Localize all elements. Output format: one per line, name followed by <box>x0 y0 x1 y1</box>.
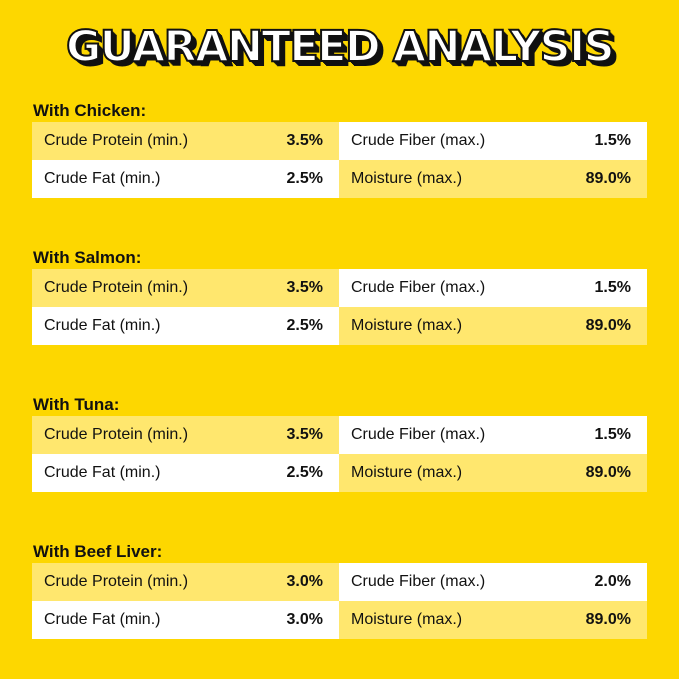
table-cell: Moisture (max.) 89.0% <box>339 160 647 198</box>
table-cell: Moisture (max.) 89.0% <box>339 307 647 345</box>
nutrient-label: Moisture (max.) <box>351 317 463 334</box>
nutrient-label: Crude Fiber (max.) <box>351 279 486 296</box>
analysis-section: With Chicken: Crude Protein (min.) 3.5% … <box>32 100 647 198</box>
nutrient-value: 3.5% <box>286 279 323 296</box>
nutrient-value: 89.0% <box>585 317 631 334</box>
nutrient-label: Crude Fat (min.) <box>44 170 161 187</box>
table-cell: Crude Fat (min.) 3.0% <box>32 601 339 639</box>
page-title: GUARANTEED ANALYSIS <box>65 21 616 73</box>
nutrient-value: 2.0% <box>594 573 631 590</box>
table-cell: Crude Fiber (max.) 1.5% <box>339 122 647 160</box>
nutrient-value: 89.0% <box>585 464 631 481</box>
table-cell: Crude Fat (min.) 2.5% <box>32 454 339 492</box>
nutrient-label: Moisture (max.) <box>351 170 463 187</box>
nutrient-label: Crude Fat (min.) <box>44 611 161 628</box>
section-heading: With Chicken: <box>33 101 147 120</box>
analysis-table: Crude Protein (min.) 3.5% Crude Fiber (m… <box>32 122 647 198</box>
nutrient-value: 3.5% <box>286 132 323 149</box>
table-cell: Moisture (max.) 89.0% <box>339 601 647 639</box>
table-cell: Crude Protein (min.) 3.0% <box>32 563 339 601</box>
nutrient-label: Crude Fiber (max.) <box>351 573 486 590</box>
table-cell: Crude Fat (min.) 2.5% <box>32 307 339 345</box>
nutrient-label: Crude Fiber (max.) <box>351 426 486 443</box>
nutrient-label: Crude Fiber (max.) <box>351 132 486 149</box>
table-cell: Crude Fiber (max.) 1.5% <box>339 269 647 307</box>
nutrient-value: 3.0% <box>286 611 323 628</box>
table-cell: Crude Fiber (max.) 2.0% <box>339 563 647 601</box>
analysis-table: Crude Protein (min.) 3.5% Crude Fiber (m… <box>32 416 647 492</box>
table-cell: Crude Fiber (max.) 1.5% <box>339 416 647 454</box>
nutrient-label: Crude Protein (min.) <box>44 573 189 590</box>
nutrient-value: 3.5% <box>286 426 323 443</box>
nutrient-value: 1.5% <box>594 279 631 296</box>
nutrient-label: Crude Fat (min.) <box>44 464 161 481</box>
section-heading: With Beef Liver: <box>33 542 163 561</box>
nutrient-value: 2.5% <box>286 464 323 481</box>
table-cell: Crude Protein (min.) 3.5% <box>32 416 339 454</box>
table-cell: Moisture (max.) 89.0% <box>339 454 647 492</box>
nutrient-label: Crude Protein (min.) <box>44 132 189 149</box>
section-heading: With Salmon: <box>33 248 142 267</box>
nutrient-value: 2.5% <box>286 170 323 187</box>
nutrient-value: 2.5% <box>286 317 323 334</box>
nutrient-value: 89.0% <box>585 170 631 187</box>
nutrient-value: 1.5% <box>594 132 631 149</box>
analysis-section: With Tuna: Crude Protein (min.) 3.5% Cru… <box>32 394 647 492</box>
nutrient-value: 89.0% <box>585 611 631 628</box>
nutrient-label: Crude Protein (min.) <box>44 426 189 443</box>
analysis-table: Crude Protein (min.) 3.0% Crude Fiber (m… <box>32 563 647 639</box>
nutrient-label: Moisture (max.) <box>351 464 463 481</box>
analysis-section: With Beef Liver: Crude Protein (min.) 3.… <box>32 541 647 639</box>
analysis-table: Crude Protein (min.) 3.5% Crude Fiber (m… <box>32 269 647 345</box>
nutrient-value: 3.0% <box>286 573 323 590</box>
nutrient-label: Crude Fat (min.) <box>44 317 161 334</box>
table-cell: Crude Protein (min.) 3.5% <box>32 269 339 307</box>
table-cell: Crude Protein (min.) 3.5% <box>32 122 339 160</box>
analysis-section: With Salmon: Crude Protein (min.) 3.5% C… <box>32 247 647 345</box>
nutrient-value: 1.5% <box>594 426 631 443</box>
table-cell: Crude Fat (min.) 2.5% <box>32 160 339 198</box>
nutrient-label: Moisture (max.) <box>351 611 463 628</box>
nutrient-label: Crude Protein (min.) <box>44 279 189 296</box>
section-heading: With Tuna: <box>33 395 120 414</box>
